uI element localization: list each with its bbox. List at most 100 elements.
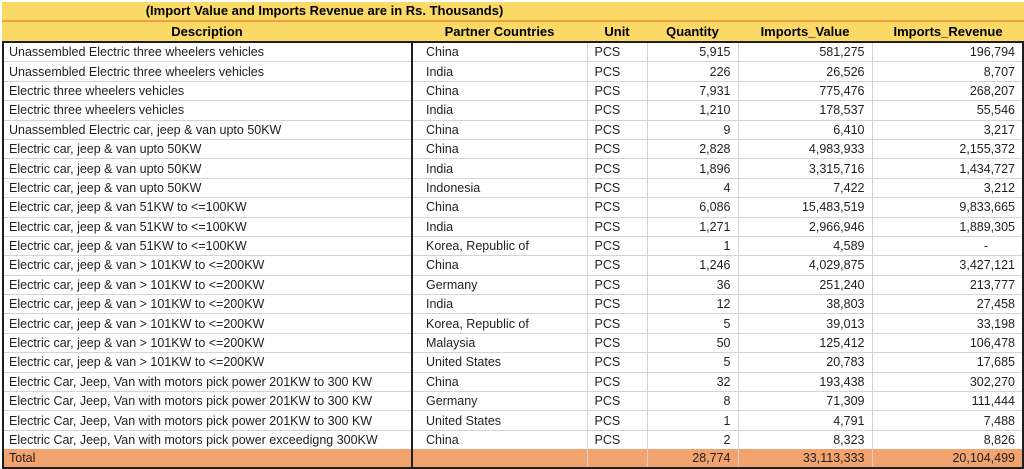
- partner-country-cell[interactable]: Korea, Republic of: [411, 313, 587, 334]
- description-cell[interactable]: Electric three wheelers vehicles: [4, 80, 412, 101]
- description-cell[interactable]: Electric Car, Jeep, Van with motors pick…: [4, 410, 412, 431]
- imports-value-cell[interactable]: 6,410: [737, 119, 872, 140]
- quantity-cell[interactable]: 1: [646, 235, 738, 256]
- partner-country-cell[interactable]: India: [411, 216, 587, 237]
- imports-revenue-cell[interactable]: 302,270: [871, 371, 1022, 392]
- imports-revenue-cell[interactable]: 1,889,305: [871, 216, 1022, 237]
- quantity-cell[interactable]: 5: [646, 352, 738, 373]
- description-cell[interactable]: Electric car, jeep & van 51KW to <=100KW: [4, 197, 412, 218]
- col-header-imports-revenue[interactable]: Imports_Revenue: [893, 24, 1003, 39]
- imports-value-cell[interactable]: 581,275: [737, 43, 872, 62]
- imports-revenue-cell[interactable]: 1,434,727: [871, 158, 1022, 179]
- partner-country-cell[interactable]: China: [411, 197, 587, 218]
- imports-revenue-cell[interactable]: 268,207: [871, 80, 1022, 101]
- imports-revenue-cell[interactable]: 55,546: [871, 100, 1022, 121]
- unit-cell[interactable]: PCS: [586, 410, 647, 431]
- unit-cell[interactable]: PCS: [586, 61, 647, 82]
- imports-revenue-cell[interactable]: 7,488: [871, 410, 1022, 431]
- quantity-cell[interactable]: 1,246: [646, 255, 738, 276]
- unit-cell[interactable]: PCS: [586, 197, 647, 218]
- imports-value-cell[interactable]: 125,412: [737, 332, 872, 353]
- quantity-cell[interactable]: 2,828: [646, 138, 738, 159]
- quantity-cell[interactable]: 1,271: [646, 216, 738, 237]
- partner-country-cell[interactable]: Germany: [411, 274, 587, 295]
- description-cell[interactable]: Electric car, jeep & van > 101KW to <=20…: [4, 274, 412, 295]
- partner-country-cell[interactable]: China: [411, 119, 587, 140]
- imports-value-cell[interactable]: 39,013: [737, 313, 872, 334]
- imports-value-cell[interactable]: 251,240: [737, 274, 872, 295]
- partner-country-cell[interactable]: Indonesia: [411, 177, 587, 198]
- description-cell[interactable]: Electric car, jeep & van > 101KW to <=20…: [4, 255, 412, 276]
- partner-country-cell[interactable]: India: [411, 61, 587, 82]
- quantity-cell[interactable]: 1: [646, 410, 738, 431]
- partner-country-cell[interactable]: United States: [411, 352, 587, 373]
- imports-value-cell[interactable]: 8,323: [737, 429, 872, 450]
- description-cell[interactable]: Electric three wheelers vehicles: [4, 100, 412, 121]
- table-title[interactable]: (Import Value and Imports Revenue are in…: [145, 3, 504, 18]
- unit-cell[interactable]: PCS: [586, 138, 647, 159]
- description-cell[interactable]: Unassembled Electric three wheelers vehi…: [9, 45, 264, 60]
- partner-country-cell[interactable]: Malaysia: [411, 332, 587, 353]
- partner-country-cell[interactable]: India: [411, 294, 587, 314]
- quantity-cell[interactable]: 4: [646, 177, 738, 198]
- partner-country-cell[interactable]: China: [411, 429, 587, 450]
- partner-country-cell[interactable]: China: [411, 43, 587, 62]
- quantity-cell[interactable]: 1,896: [646, 158, 738, 179]
- imports-value-cell[interactable]: 4,983,933: [737, 138, 872, 159]
- imports-revenue-cell[interactable]: 3,217: [871, 119, 1022, 140]
- description-cell[interactable]: Electric car, jeep & van 51KW to <=100KW: [4, 235, 412, 256]
- partner-country-cell[interactable]: India: [411, 100, 587, 121]
- partner-country-cell[interactable]: China: [411, 371, 587, 392]
- imports-revenue-cell[interactable]: 9,833,665: [871, 197, 1022, 218]
- quantity-cell[interactable]: 36: [646, 274, 738, 295]
- imports-value-cell[interactable]: 4,029,875: [737, 255, 872, 276]
- unit-cell[interactable]: PCS: [586, 158, 647, 179]
- description-cell[interactable]: Electric Car, Jeep, Van with motors pick…: [4, 371, 412, 392]
- col-header-description[interactable]: Description: [171, 24, 243, 39]
- imports-value-cell[interactable]: 193,438: [737, 371, 872, 392]
- unit-cell[interactable]: PCS: [586, 352, 647, 373]
- description-cell[interactable]: Unassembled Electric three wheelers vehi…: [4, 61, 412, 82]
- col-header-imports-value[interactable]: Imports_Value: [760, 24, 850, 39]
- partner-country-cell[interactable]: Korea, Republic of: [411, 235, 587, 256]
- description-cell[interactable]: Electric car, jeep & van > 101KW to <=20…: [4, 352, 412, 373]
- quantity-cell[interactable]: 7,931: [646, 80, 738, 101]
- col-header-unit[interactable]: Unit: [604, 24, 630, 39]
- unit-cell[interactable]: PCS: [586, 294, 647, 314]
- imports-revenue-cell[interactable]: 8,707: [871, 61, 1022, 82]
- col-header-partner-countries[interactable]: Partner Countries: [444, 24, 555, 39]
- quantity-cell[interactable]: 226: [646, 61, 738, 82]
- partner-country-cell[interactable]: India: [411, 158, 587, 179]
- quantity-cell[interactable]: 1,210: [646, 100, 738, 121]
- description-cell[interactable]: Electric car, jeep & van upto 50KW: [4, 177, 412, 198]
- description-cell[interactable]: Unassembled Electric car, jeep & van upt…: [4, 119, 412, 140]
- description-cell[interactable]: Electric car, jeep & van upto 50KW: [4, 138, 412, 159]
- imports-revenue-cell[interactable]: -: [871, 235, 1022, 256]
- quantity-cell[interactable]: 9: [646, 119, 738, 140]
- imports-value-cell[interactable]: 20,783: [737, 352, 872, 373]
- partner-country-cell[interactable]: United States: [411, 410, 587, 431]
- imports-revenue-cell[interactable]: 8,826: [871, 429, 1022, 450]
- imports-value-cell[interactable]: 15,483,519: [737, 197, 872, 218]
- imports-revenue-cell[interactable]: 3,212: [871, 177, 1022, 198]
- imports-value-cell[interactable]: 71,309: [737, 391, 872, 411]
- partner-country-cell[interactable]: China: [411, 80, 587, 101]
- partner-country-cell[interactable]: China: [411, 255, 587, 276]
- unit-cell[interactable]: PCS: [586, 313, 647, 334]
- imports-value-cell[interactable]: 3,315,716: [737, 158, 872, 179]
- imports-value-cell[interactable]: 4,791: [737, 410, 872, 431]
- imports-value-cell[interactable]: 4,589: [737, 235, 872, 256]
- partner-country-cell[interactable]: China: [411, 138, 587, 159]
- unit-cell[interactable]: PCS: [586, 80, 647, 101]
- quantity-cell[interactable]: 8: [646, 391, 738, 411]
- partner-country-cell[interactable]: Germany: [411, 391, 587, 411]
- imports-revenue-cell[interactable]: 196,794: [871, 43, 1022, 62]
- unit-cell[interactable]: PCS: [586, 43, 647, 62]
- description-cell[interactable]: Electric Car, Jeep, Van with motors pick…: [4, 429, 412, 450]
- imports-value-cell[interactable]: 2,966,946: [737, 216, 872, 237]
- imports-value-cell[interactable]: 26,526: [737, 61, 872, 82]
- imports-value-cell[interactable]: 178,537: [737, 100, 872, 121]
- imports-revenue-cell[interactable]: 2,155,372: [871, 138, 1022, 159]
- quantity-cell[interactable]: 32: [646, 371, 738, 392]
- description-cell[interactable]: Electric car, jeep & van upto 50KW: [4, 158, 412, 179]
